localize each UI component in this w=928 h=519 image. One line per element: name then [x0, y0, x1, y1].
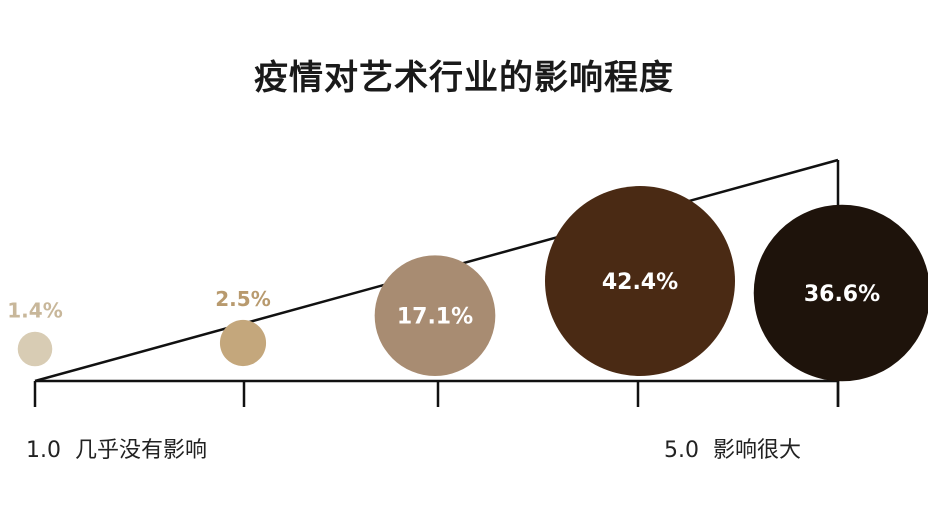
bubble-5: [753, 204, 928, 382]
data-label-2: 2.5%: [215, 287, 270, 311]
bubble-4: [545, 186, 735, 376]
data-label-4: 42.4%: [602, 270, 678, 295]
axis-label-min: 1.0 几乎没有影响: [26, 438, 207, 463]
bubble-group: 1.4% 2.5% 17.1% 42.4% 36.6%: [7, 186, 928, 382]
bubble-1: [17, 331, 53, 367]
axis-label-max: 5.0 影响很大: [664, 438, 801, 463]
data-label-5: 36.6%: [804, 282, 880, 307]
bubble-2: [219, 319, 267, 367]
data-label-1: 1.4%: [7, 299, 62, 323]
data-label-3: 17.1%: [397, 305, 473, 330]
chart-title: 疫情对艺术行业的影响程度: [254, 58, 674, 98]
bubble-3: [374, 255, 496, 376]
